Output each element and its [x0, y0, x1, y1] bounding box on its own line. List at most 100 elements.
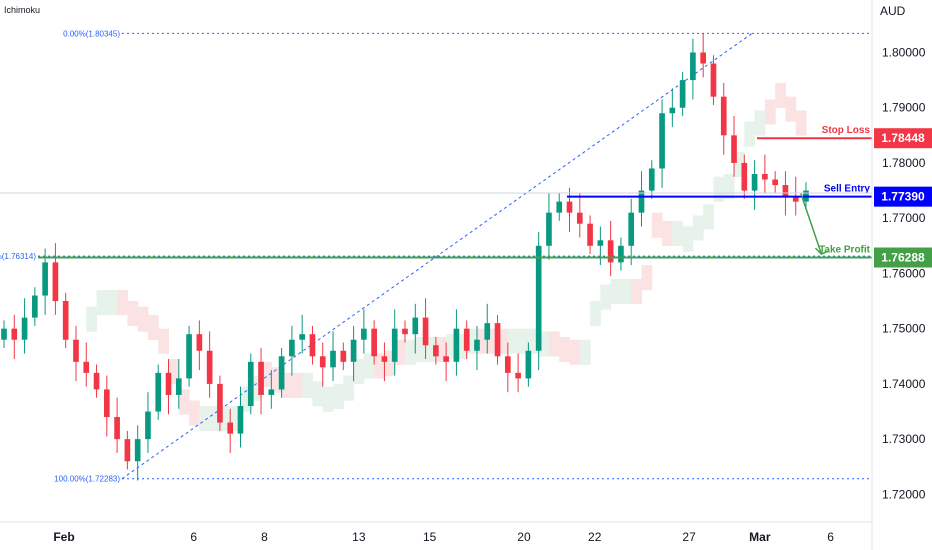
candle-body: [73, 339, 79, 362]
candle-body: [217, 383, 223, 423]
candle-body: [659, 113, 665, 169]
candle-body: [751, 174, 758, 191]
cloud-segment: [631, 278, 642, 305]
cloud-segment: [528, 328, 540, 354]
candle-body: [361, 328, 367, 340]
candle-body: [340, 350, 347, 362]
candle-body: [772, 179, 778, 186]
candle-body: [556, 201, 563, 213]
cloud-segment: [764, 99, 776, 125]
candle-body: [433, 345, 439, 357]
cloud-segment: [466, 328, 478, 354]
candle-body: [597, 240, 604, 246]
sell-entry-tag-text: 1.77390: [881, 190, 925, 204]
candle-body: [504, 356, 511, 373]
cloud-segment: [579, 339, 591, 365]
arrow-shaft: [800, 193, 823, 255]
time-tick-6: 22: [588, 530, 602, 544]
candle-body: [93, 372, 100, 390]
candle-body: [268, 389, 275, 395]
cloud-segment: [353, 359, 365, 385]
cloud-segment: [487, 328, 499, 354]
stop-loss-tag: [874, 128, 932, 149]
cloud-segment: [569, 339, 581, 365]
cloud-segment: [446, 334, 457, 360]
cloud-segment: [415, 336, 427, 363]
fib-trendline: [121, 33, 753, 480]
candle-body: [206, 350, 213, 384]
take-profit-tag: [874, 247, 932, 268]
ichimoku-cloud: [86, 82, 807, 432]
cloud-segment: [199, 406, 211, 432]
cloud-segment: [240, 386, 252, 412]
time-tick-8: Mar: [749, 530, 771, 544]
cloud-segment: [168, 359, 180, 385]
cloud-segment: [703, 204, 714, 230]
candle-body: [422, 317, 429, 346]
cloud-segment: [425, 336, 437, 363]
candle-body: [319, 356, 326, 368]
take-profit-label: Take Profit: [819, 245, 871, 256]
cloud-segment: [651, 212, 663, 238]
candle-body: [710, 63, 717, 97]
time-tick-7: 27: [682, 530, 696, 544]
cloud-segment: [785, 96, 797, 122]
currency-label: AUD: [880, 4, 906, 18]
candle-body: [700, 52, 707, 64]
candle-body: [515, 372, 521, 379]
cloud-segment: [261, 361, 272, 387]
cloud-segment: [497, 328, 509, 354]
take-profit-arrow: [800, 193, 829, 255]
time-tick-9: 6: [827, 530, 834, 544]
candle-body: [1, 328, 7, 340]
cloud-segment: [590, 301, 601, 327]
sell-entry-tag: [874, 186, 932, 207]
candle-body: [628, 212, 635, 246]
cloud-segment: [435, 336, 447, 363]
candle-body: [258, 361, 264, 395]
price-tick-6: 1.74000: [882, 377, 926, 391]
indicator-label: Ichimoku: [4, 5, 40, 15]
price-tick-2: 1.78000: [882, 156, 926, 170]
cloud-segment: [281, 372, 293, 398]
price-tick-3: 1.77000: [882, 211, 926, 225]
cloud-segment: [137, 306, 149, 332]
cloud-segment: [662, 220, 673, 247]
candle-body: [587, 223, 593, 246]
stop-loss-tag-text: 1.78448: [881, 131, 925, 145]
candle-body: [453, 328, 460, 362]
cloud-segment: [209, 406, 221, 432]
price-tick-7: 1.73000: [882, 432, 926, 446]
candle-body: [484, 323, 491, 340]
cloud-segment: [96, 290, 108, 316]
candle-body: [731, 135, 737, 163]
candle-body: [134, 439, 141, 462]
cloud-segment: [610, 278, 622, 305]
cloud-segment: [672, 220, 684, 247]
cloud-segment: [86, 306, 98, 332]
cloud-segment: [147, 314, 159, 340]
cloud-segment: [620, 278, 632, 305]
cloud-segment: [271, 367, 283, 393]
cloud-segment: [384, 350, 396, 376]
candle-body: [52, 262, 59, 302]
price-tick-4: 1.76000: [882, 266, 926, 280]
candle-body: [391, 328, 398, 362]
cloud-segment: [456, 334, 468, 360]
cloud-segment: [106, 290, 118, 316]
price-axis[interactable]: 1.80000 1.79000 1.78000 1.77000 1.76000 1.750…: [882, 45, 926, 501]
time-axis[interactable]: Feb 6 8 13 15 20 22 27 Mar 6: [53, 530, 834, 544]
candle-body: [525, 350, 532, 379]
cloud-segment: [548, 331, 560, 357]
candle-body: [720, 96, 727, 136]
cloud-segment: [641, 265, 653, 291]
cloud-segment: [178, 389, 190, 415]
candle-body: [350, 339, 357, 362]
cloud-segment: [363, 353, 375, 379]
candle-body: [648, 168, 655, 191]
candle-body: [237, 406, 244, 434]
candle-body: [412, 317, 419, 335]
candle-body: [402, 328, 408, 335]
candle-body: [443, 356, 449, 362]
